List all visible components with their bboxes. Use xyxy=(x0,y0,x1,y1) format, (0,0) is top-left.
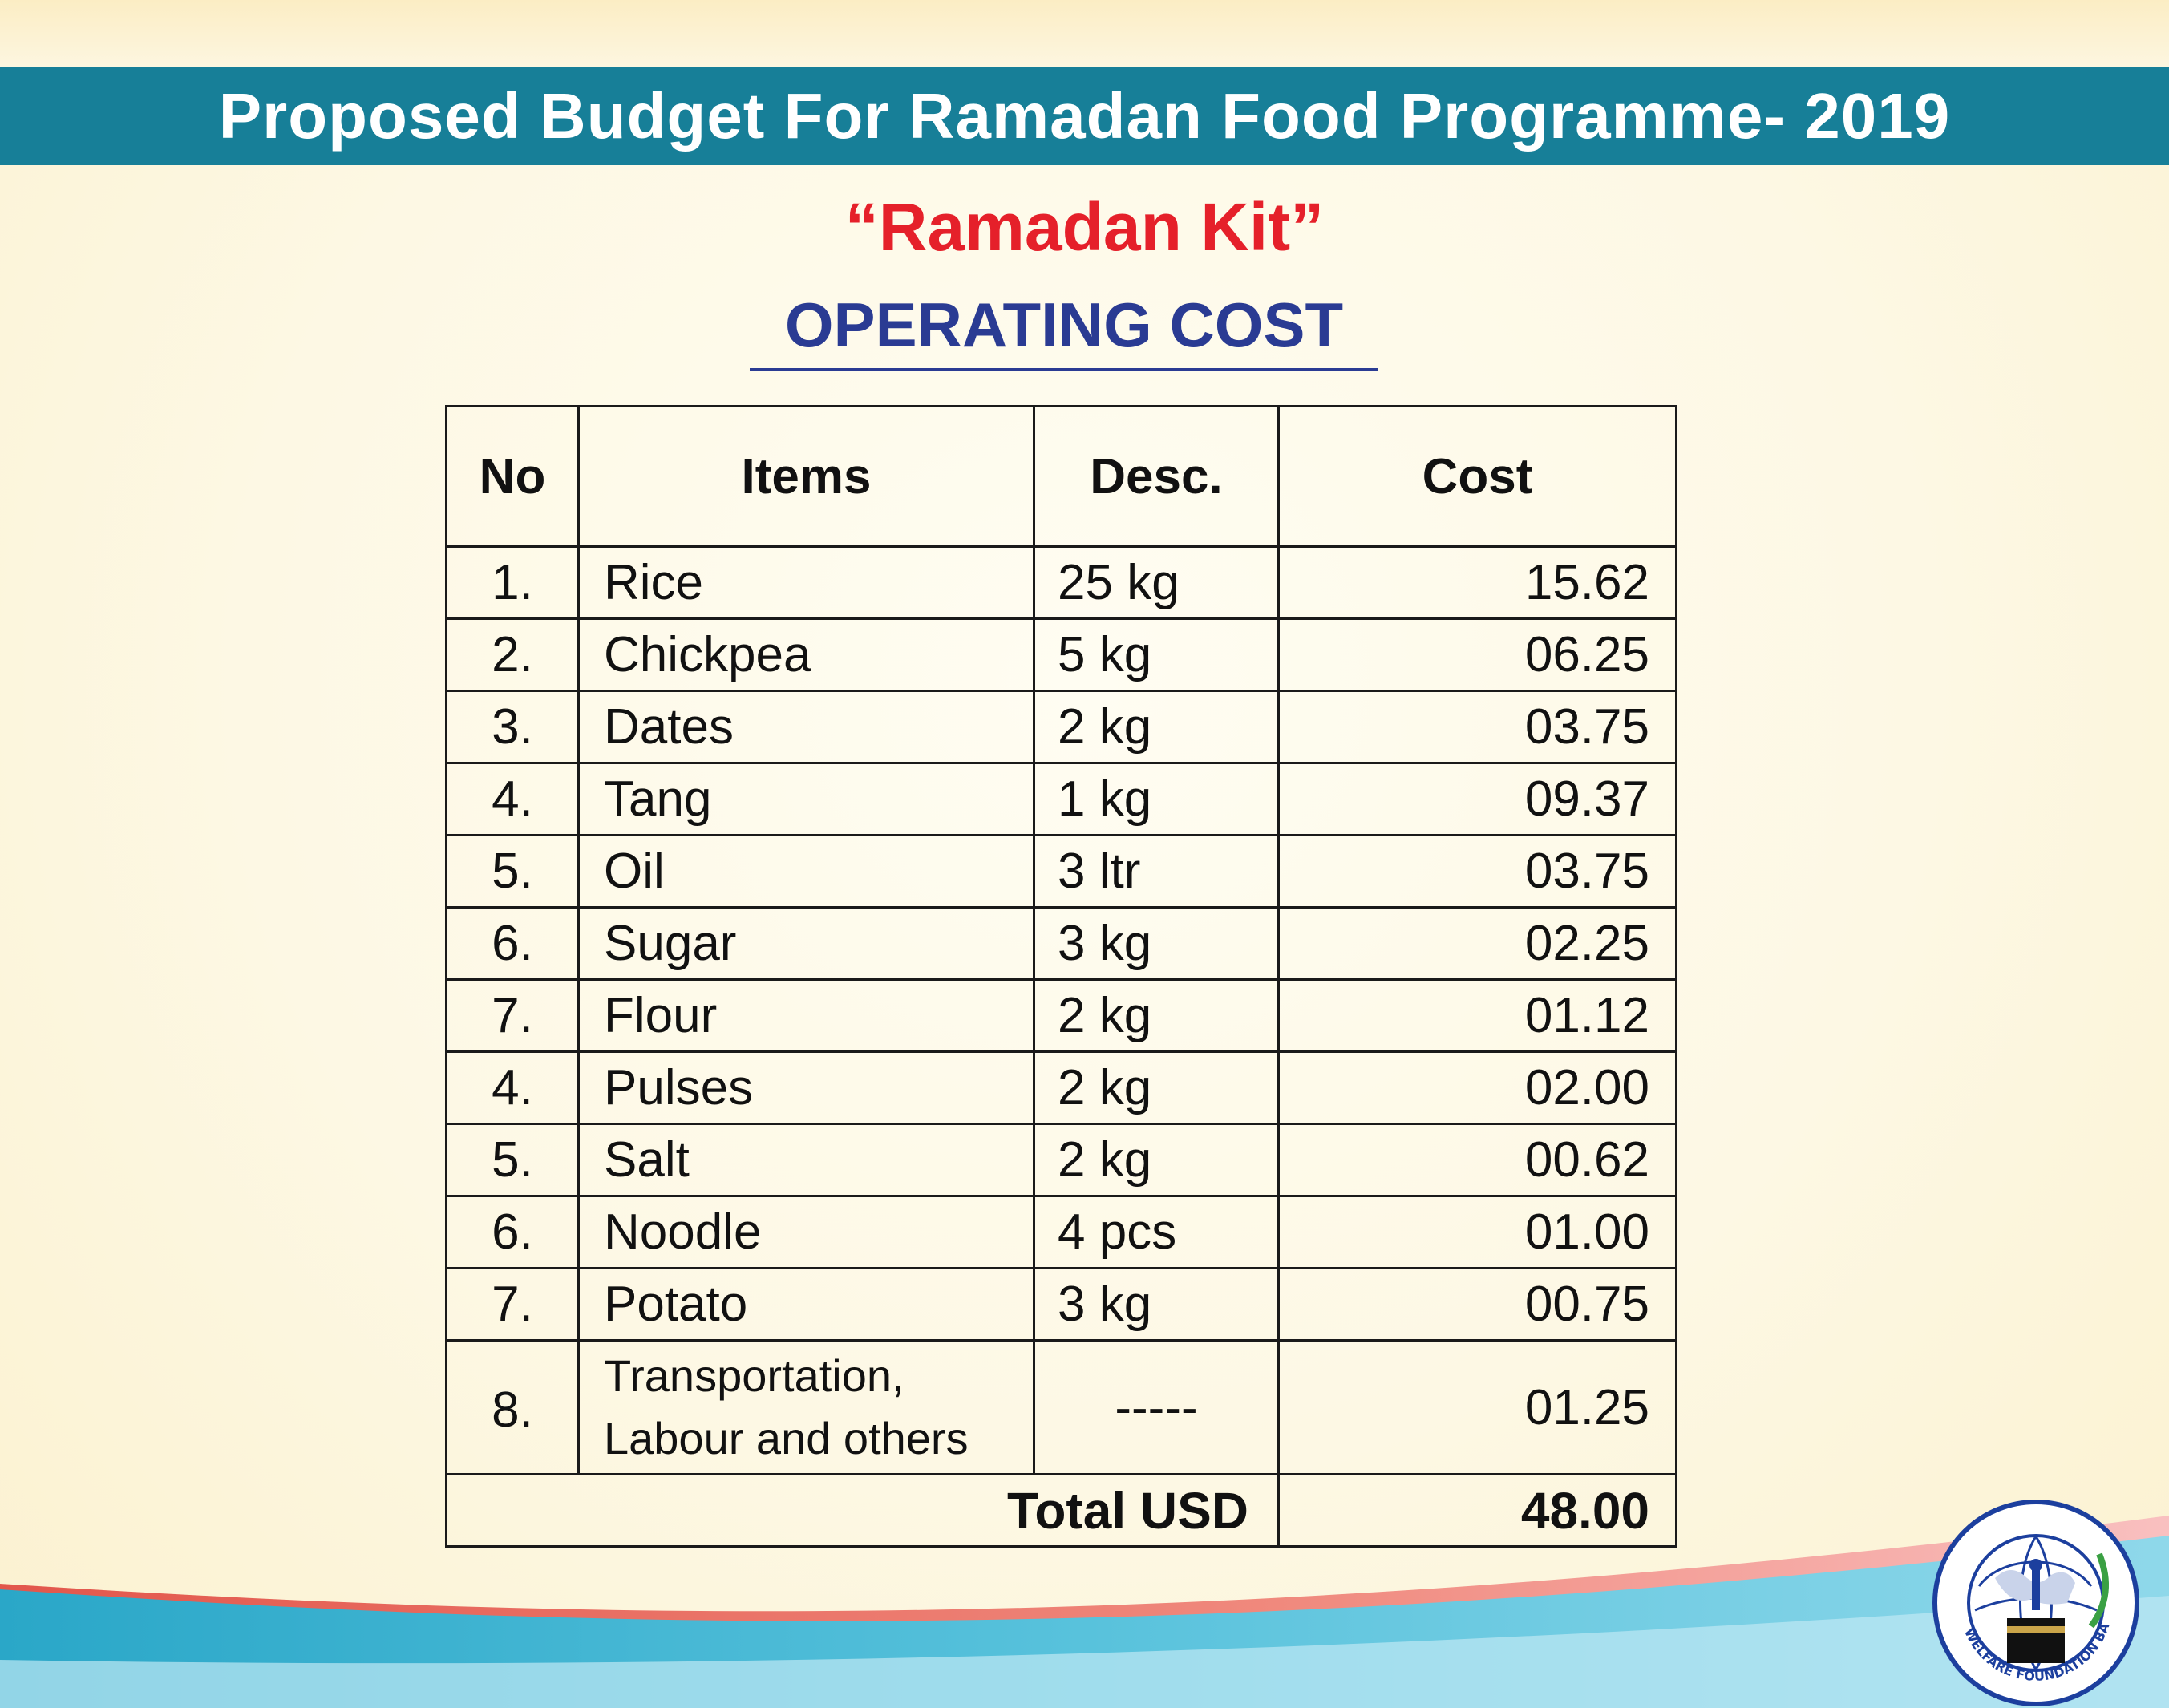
row-no: 7. xyxy=(445,978,580,1053)
table-row: 1. Rice 25 kg 15.62 xyxy=(445,545,1677,620)
row-item: Noodle xyxy=(577,1195,1035,1269)
table-row: 6. Noodle 4 pcs 01.00 xyxy=(445,1195,1677,1269)
row-no: 1. xyxy=(445,545,580,620)
budget-table: No Items Desc. Cost 1. Rice 25 kg 15.62 … xyxy=(445,405,1677,1548)
page-background-top xyxy=(0,0,2169,67)
row-desc: 2 kg xyxy=(1033,1050,1280,1125)
row-desc: 2 kg xyxy=(1033,690,1280,764)
table-row: 4. Pulses 2 kg 02.00 xyxy=(445,1050,1677,1125)
row-no: 3. xyxy=(445,690,580,764)
row-item: Sugar xyxy=(577,906,1035,981)
row-no: 4. xyxy=(445,762,580,836)
table-row: 2. Chickpea 5 kg 06.25 xyxy=(445,617,1677,692)
total-value: 48.00 xyxy=(1277,1473,1677,1548)
header-no: No xyxy=(445,405,580,548)
row-no: 5. xyxy=(445,834,580,909)
row-cost: 15.62 xyxy=(1277,545,1677,620)
row-no: 6. xyxy=(445,1195,580,1269)
row-cost: 02.00 xyxy=(1277,1050,1677,1125)
row-item: Dates xyxy=(577,690,1035,764)
row-no: 2. xyxy=(445,617,580,692)
row-item: Transportation, Labour and others xyxy=(577,1339,1035,1475)
header-cost: Cost xyxy=(1277,405,1677,548)
row-item: Flour xyxy=(577,978,1035,1053)
header-desc: Desc. xyxy=(1033,405,1280,548)
row-cost: 03.75 xyxy=(1277,834,1677,909)
header-items: Items xyxy=(577,405,1035,548)
table-row: 6. Sugar 3 kg 02.25 xyxy=(445,906,1677,981)
row-desc: 2 kg xyxy=(1033,1123,1280,1197)
kit-title: “Ramadan Kit” xyxy=(844,189,1325,265)
row-no: 4. xyxy=(445,1050,580,1125)
row-item: Pulses xyxy=(577,1050,1035,1125)
row-no: 8. xyxy=(445,1339,580,1475)
row-item: Tang xyxy=(577,762,1035,836)
table-row: 8. Transportation, Labour and others ---… xyxy=(445,1339,1677,1475)
table-row: 7. Potato 3 kg 00.75 xyxy=(445,1267,1677,1342)
row-cost: 03.75 xyxy=(1277,690,1677,764)
row-item: Oil xyxy=(577,834,1035,909)
decorative-wave xyxy=(0,1516,2169,1708)
title-banner: Proposed Budget For Ramadan Food Program… xyxy=(0,67,2169,165)
row-cost: 00.75 xyxy=(1277,1267,1677,1342)
row-cost: 01.00 xyxy=(1277,1195,1677,1269)
row-cost: 09.37 xyxy=(1277,762,1677,836)
row-desc: 25 kg xyxy=(1033,545,1280,620)
table-row: 4. Tang 1 kg 09.37 xyxy=(445,762,1677,836)
table-header-row: No Items Desc. Cost xyxy=(445,405,1677,548)
row-desc: 3 ltr xyxy=(1033,834,1280,909)
row-cost: 02.25 xyxy=(1277,906,1677,981)
total-label: Total USD xyxy=(445,1473,1280,1548)
row-desc: 1 kg xyxy=(1033,762,1280,836)
row-no: 6. xyxy=(445,906,580,981)
row-item: Rice xyxy=(577,545,1035,620)
row-item-line2: Labour and others xyxy=(604,1413,969,1463)
row-desc: 4 pcs xyxy=(1033,1195,1280,1269)
table-row: 5. Oil 3 ltr 03.75 xyxy=(445,834,1677,909)
row-desc: 3 kg xyxy=(1033,906,1280,981)
section-title: OPERATING COST xyxy=(750,285,1378,371)
row-desc: 3 kg xyxy=(1033,1267,1280,1342)
row-cost: 01.12 xyxy=(1277,978,1677,1053)
row-item: Salt xyxy=(577,1123,1035,1197)
table-row: 7. Flour 2 kg 01.12 xyxy=(445,978,1677,1053)
row-item: Potato xyxy=(577,1267,1035,1342)
row-cost: 00.62 xyxy=(1277,1123,1677,1197)
row-cost: 01.25 xyxy=(1277,1339,1677,1475)
row-desc: ----- xyxy=(1033,1339,1280,1475)
foundation-logo-icon: AL-MANHIL WELFARE FOUNDATION BANGLADESH xyxy=(1931,1498,2139,1706)
row-desc: 2 kg xyxy=(1033,978,1280,1053)
row-item-line1: Transportation, xyxy=(604,1350,904,1401)
row-no: 7. xyxy=(445,1267,580,1342)
row-item: Chickpea xyxy=(577,617,1035,692)
row-no: 5. xyxy=(445,1123,580,1197)
table-row: 5. Salt 2 kg 00.62 xyxy=(445,1123,1677,1197)
row-cost: 06.25 xyxy=(1277,617,1677,692)
page-title: Proposed Budget For Ramadan Food Program… xyxy=(218,80,1951,152)
total-row: Total USD 48.00 xyxy=(445,1473,1677,1548)
row-desc: 5 kg xyxy=(1033,617,1280,692)
table-row: 3. Dates 2 kg 03.75 xyxy=(445,690,1677,764)
